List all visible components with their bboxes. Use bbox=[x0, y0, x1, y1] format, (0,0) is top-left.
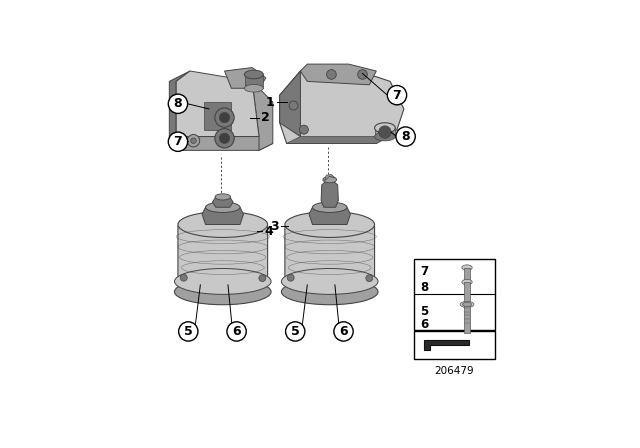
Ellipse shape bbox=[460, 302, 474, 307]
Polygon shape bbox=[374, 128, 396, 137]
Polygon shape bbox=[309, 207, 351, 224]
Ellipse shape bbox=[175, 279, 271, 305]
Circle shape bbox=[366, 275, 372, 282]
Ellipse shape bbox=[462, 280, 472, 285]
Ellipse shape bbox=[175, 268, 271, 294]
Circle shape bbox=[259, 275, 266, 282]
Ellipse shape bbox=[462, 265, 472, 270]
Ellipse shape bbox=[374, 123, 396, 133]
Polygon shape bbox=[285, 212, 374, 281]
Circle shape bbox=[215, 108, 234, 127]
Text: 7: 7 bbox=[173, 135, 182, 148]
Text: 5: 5 bbox=[420, 305, 428, 318]
Circle shape bbox=[285, 322, 305, 341]
Polygon shape bbox=[176, 71, 259, 137]
Polygon shape bbox=[202, 207, 243, 224]
Ellipse shape bbox=[374, 132, 396, 141]
Circle shape bbox=[179, 322, 198, 341]
Circle shape bbox=[220, 112, 230, 123]
Polygon shape bbox=[280, 71, 300, 137]
Circle shape bbox=[287, 274, 294, 281]
Circle shape bbox=[180, 274, 188, 281]
Polygon shape bbox=[464, 305, 470, 333]
Ellipse shape bbox=[205, 202, 240, 212]
Polygon shape bbox=[464, 282, 470, 305]
Text: 6: 6 bbox=[232, 325, 241, 338]
Polygon shape bbox=[244, 74, 263, 88]
Polygon shape bbox=[212, 197, 233, 207]
Circle shape bbox=[387, 86, 406, 105]
Ellipse shape bbox=[323, 177, 337, 183]
Polygon shape bbox=[225, 68, 266, 88]
Polygon shape bbox=[424, 340, 468, 350]
Circle shape bbox=[191, 138, 196, 143]
Text: 7: 7 bbox=[392, 89, 401, 102]
Text: 1: 1 bbox=[266, 95, 275, 108]
Ellipse shape bbox=[282, 268, 378, 294]
Ellipse shape bbox=[244, 85, 263, 92]
Text: 4: 4 bbox=[264, 225, 273, 238]
Circle shape bbox=[168, 94, 188, 113]
FancyBboxPatch shape bbox=[413, 259, 495, 330]
Text: 8: 8 bbox=[173, 97, 182, 110]
Polygon shape bbox=[252, 82, 273, 151]
Polygon shape bbox=[287, 137, 390, 143]
Ellipse shape bbox=[282, 279, 378, 305]
Text: 2: 2 bbox=[260, 111, 269, 124]
Polygon shape bbox=[178, 212, 268, 281]
Circle shape bbox=[289, 101, 298, 110]
Ellipse shape bbox=[215, 194, 230, 200]
Circle shape bbox=[227, 322, 246, 341]
Circle shape bbox=[358, 69, 367, 79]
Ellipse shape bbox=[285, 211, 374, 237]
Circle shape bbox=[379, 126, 391, 138]
Text: 6: 6 bbox=[420, 318, 428, 331]
Polygon shape bbox=[464, 267, 470, 282]
Circle shape bbox=[334, 322, 353, 341]
Circle shape bbox=[215, 129, 234, 148]
Circle shape bbox=[168, 132, 188, 151]
Circle shape bbox=[396, 127, 415, 146]
Ellipse shape bbox=[312, 202, 347, 212]
Polygon shape bbox=[280, 68, 404, 143]
Polygon shape bbox=[321, 180, 339, 207]
Polygon shape bbox=[204, 102, 232, 129]
Text: 5: 5 bbox=[291, 325, 300, 338]
Polygon shape bbox=[170, 137, 273, 151]
Circle shape bbox=[220, 133, 230, 143]
Circle shape bbox=[326, 69, 336, 79]
Text: 8: 8 bbox=[401, 130, 410, 143]
Circle shape bbox=[188, 134, 200, 147]
Ellipse shape bbox=[244, 70, 263, 79]
Text: 6: 6 bbox=[339, 325, 348, 338]
Text: 7: 7 bbox=[420, 265, 428, 278]
Text: 3: 3 bbox=[270, 220, 279, 233]
Text: 206479: 206479 bbox=[435, 366, 474, 376]
Text: 8: 8 bbox=[420, 281, 428, 294]
Circle shape bbox=[300, 125, 308, 134]
Polygon shape bbox=[170, 71, 190, 143]
Polygon shape bbox=[324, 174, 335, 181]
FancyBboxPatch shape bbox=[413, 331, 495, 359]
Ellipse shape bbox=[178, 211, 268, 237]
Text: 5: 5 bbox=[184, 325, 193, 338]
Ellipse shape bbox=[463, 302, 472, 307]
Polygon shape bbox=[300, 64, 376, 85]
